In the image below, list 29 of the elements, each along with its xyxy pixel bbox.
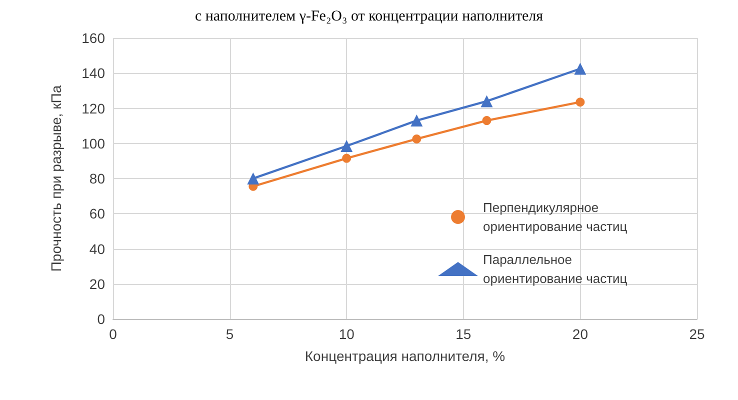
x-tick-label: 15 — [456, 326, 472, 342]
legend-label: Параллельное ориентирование частиц — [483, 252, 628, 286]
legend-label: Перпендикулярное ориентирование частиц — [483, 200, 628, 234]
y-tick-label: 80 — [89, 170, 106, 186]
x-tick-label: 20 — [572, 326, 588, 342]
x-tick-label: 10 — [338, 326, 355, 342]
point — [576, 98, 585, 107]
point — [480, 95, 493, 108]
y-tick-label: 100 — [82, 135, 106, 152]
y-tick-label: 160 — [82, 30, 106, 46]
y-tick-label: 20 — [89, 276, 106, 292]
x-tick-label: 0 — [109, 326, 118, 342]
y-tick-label: 0 — [97, 311, 106, 327]
x-tick-label: 5 — [226, 326, 234, 342]
chart-title: с наполнителем γ-Fe₂O₃ от концентрации наполнителя — [194, 8, 544, 24]
point — [412, 134, 422, 144]
x-axis-title: Концентрация наполнителя, % — [304, 348, 506, 364]
y-tick-label: 120 — [82, 100, 106, 116]
y-axis-title: Прочность при разрыве, кПа — [48, 85, 64, 272]
y-tick-label: 60 — [89, 206, 106, 222]
point — [340, 140, 353, 152]
point — [410, 114, 423, 127]
point — [247, 172, 260, 184]
point — [342, 154, 352, 163]
y-tick-label: 140 — [82, 65, 106, 82]
point — [574, 62, 586, 75]
point — [482, 116, 492, 126]
x-tick-label: 25 — [689, 326, 705, 342]
y-tick-label: 40 — [89, 240, 106, 257]
